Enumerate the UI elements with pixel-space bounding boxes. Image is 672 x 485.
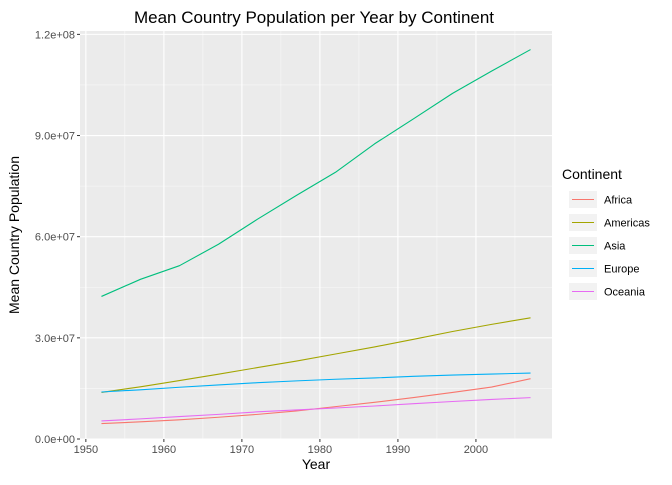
series-line-europe [101,372,531,393]
legend-label-asia: Asia [604,241,626,253]
chart-title: Mean Country Population per Year by Cont… [134,8,494,27]
series-line-oceania [101,397,531,422]
series-line-asia [101,49,531,297]
x-tick-label: 1990 [386,444,410,456]
y-axis-ticks: 0.0e+00 3.0e+07 6.0e+07 9.0e+07 1.2e+08 [35,29,80,446]
y-tick-label: 0.0e+00 [35,434,75,446]
y-tick-label: 9.0e+07 [35,131,75,143]
y-tick-label: 6.0e+07 [35,232,75,244]
y-axis-title: Mean Country Population [6,156,22,314]
y-tick-label: 1.2e+08 [35,29,75,41]
x-tick-label: 2000 [464,444,488,456]
x-tick-label: 1970 [230,444,254,456]
plot-panel [80,31,552,439]
x-tick-label: 1960 [152,444,176,456]
series-lines [101,49,531,425]
x-tick-label: 1980 [308,444,332,456]
x-axis-ticks: 1950 1960 1970 1980 1990 2000 [74,439,488,456]
legend-items: Africa Americas Asia Europe Oceania [569,191,650,300]
major-gridlines [80,31,552,440]
legend: Continent Africa Americas Asia Europe Oceani… [562,166,650,300]
legend-title: Continent [562,166,622,182]
series-line-americas [101,317,531,393]
legend-label-africa: Africa [604,195,633,207]
x-tick-label: 1950 [74,444,98,456]
legend-label-oceania: Oceania [604,287,646,299]
legend-label-americas: Americas [604,218,650,230]
x-axis-title: Year [302,456,331,472]
legend-label-europe: Europe [604,264,639,276]
y-tick-label: 3.0e+07 [35,333,75,345]
